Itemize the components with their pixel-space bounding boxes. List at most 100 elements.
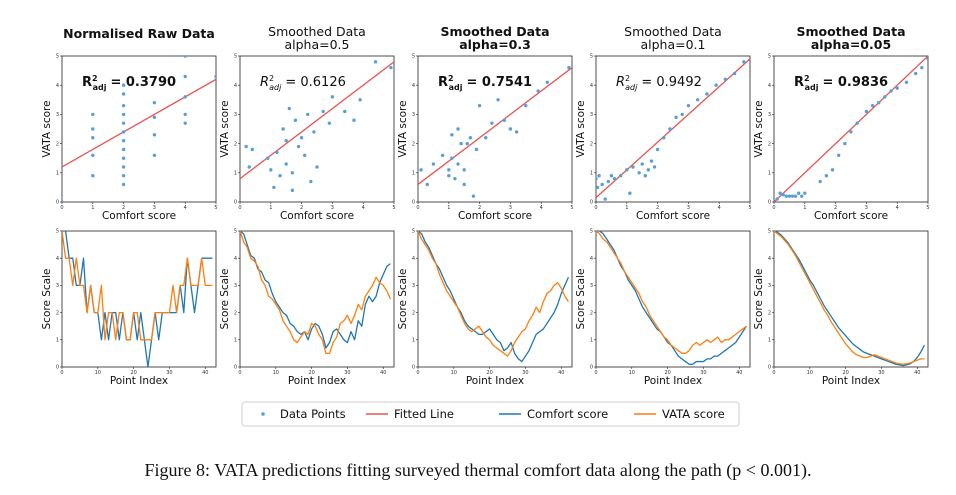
y-tick-label: 1 [56,171,59,177]
legend-label: Data Points [280,407,346,421]
y-tick-label: 2 [234,310,237,316]
data-point [695,98,700,102]
r2-annotation: R2 adj = 0.6126 [260,74,346,92]
y-tick-label: 1 [412,338,415,344]
y-tick-label: 3 [56,112,59,118]
data-point [183,95,187,99]
r2-annotation: R2 adj = 0.3790 [82,74,176,92]
data-point [152,153,157,157]
scatter-panel-1: Normalised Raw Data 0 1 2 3 4 5 0 1 2 3 4 5 Comfort s… [41,26,218,222]
data-point [373,60,378,64]
y-tick-label: 1 [234,338,237,344]
y-tick-label: 2 [56,310,59,316]
y-tick-label: 0 [590,365,593,371]
x-tick-label: 30 [344,370,350,376]
data-point [502,118,506,122]
vata-series-line [774,231,925,365]
x-tick-label: 2 [834,205,837,211]
data-point [183,112,187,117]
data-point [655,147,660,152]
data-point [649,159,654,163]
data-point [462,168,466,172]
axes-frame [417,55,573,203]
line-panel-5: 0 10 20 30 40 0 1 2 3 4 5 Point Index Score Scale [753,229,929,387]
x-tick-label: 2 [122,205,125,211]
data-point [465,141,469,146]
comfort-series-line [62,231,213,367]
data-point [152,101,157,105]
y-axis-label: VATA score [219,100,231,157]
data-point [680,112,684,117]
y-tick-label: 0 [234,365,237,371]
vata-series-line [62,231,213,341]
x-tick-label: 30 [700,370,706,376]
y-tick-label: 1 [234,171,237,177]
y-tick-label: 0 [768,365,771,371]
y-tick-label: 2 [590,141,593,147]
legend-label: Comfort score [527,407,608,421]
data-point [714,83,718,87]
y-tick-label: 4 [56,256,59,262]
data-point [121,138,126,143]
y-tick-label: 5 [234,229,237,235]
x-tick-label: 2 [656,205,659,211]
x-tick-label: 4 [362,205,365,211]
vata-series-line [418,231,569,357]
data-point [484,136,488,140]
data-point [272,185,276,190]
data-point [818,179,822,184]
x-tick-label: 2 [478,205,481,211]
data-point [183,56,187,58]
x-tick-label: 5 [392,205,395,211]
x-tick-label: 3 [687,205,690,211]
data-point [631,165,635,169]
data-point [524,103,528,108]
data-point [732,71,737,76]
data-point [343,109,347,114]
x-tick-label: 5 [214,205,217,211]
data-point [431,162,436,166]
y-tick-label: 0 [768,200,771,206]
r2-annotation: R2 adj = 0.7541 [438,74,532,92]
x-tick-label: 40 [914,370,920,376]
data-point [646,168,651,172]
panel-title: Smoothed Data [440,24,549,39]
data-point [849,130,853,134]
data-point [456,162,460,166]
x-axis-label: Comfort score [636,210,710,222]
y-tick-label: 2 [412,310,415,316]
panel-title: Smoothed Data [796,24,905,39]
data-point [121,103,126,108]
y-tick-label: 4 [412,256,415,262]
y-tick-label: 3 [768,112,771,118]
x-axis-label: Point Index [466,375,524,387]
data-point [440,153,445,157]
y-tick-label: 3 [234,283,237,289]
x-tick-label: 1 [91,205,94,211]
y-tick-label: 0 [412,200,415,206]
y-axis-label: Score Scale [575,269,587,330]
data-point [843,141,847,146]
y-tick-label: 1 [768,171,771,177]
figure-canvas: Normalised Raw Data 0 1 2 3 4 5 0 1 2 3 4 5 Comfort s… [41,24,930,427]
data-point [618,174,623,178]
x-tick-label: 0 [416,205,419,211]
legend-label: Fitted Line [394,407,454,421]
x-axis-label: Comfort score [814,210,888,222]
data-point [62,200,64,202]
data-point [91,112,95,117]
x-tick-label: 3 [865,205,868,211]
x-tick-label: 20 [486,370,492,376]
y-tick-label: 4 [768,83,771,89]
panels: Normalised Raw Data 0 1 2 3 4 5 0 1 2 3 4 5 Comfort s… [41,24,930,387]
data-point [456,127,460,131]
y-tick-label: 5 [56,229,59,235]
x-axis-label: Comfort score [280,210,354,222]
y-tick-label: 1 [768,338,771,344]
y-tick-label: 0 [412,365,415,371]
data-point [306,112,310,117]
panel-title: alpha=0.05 [811,37,891,52]
data-point [686,103,691,108]
